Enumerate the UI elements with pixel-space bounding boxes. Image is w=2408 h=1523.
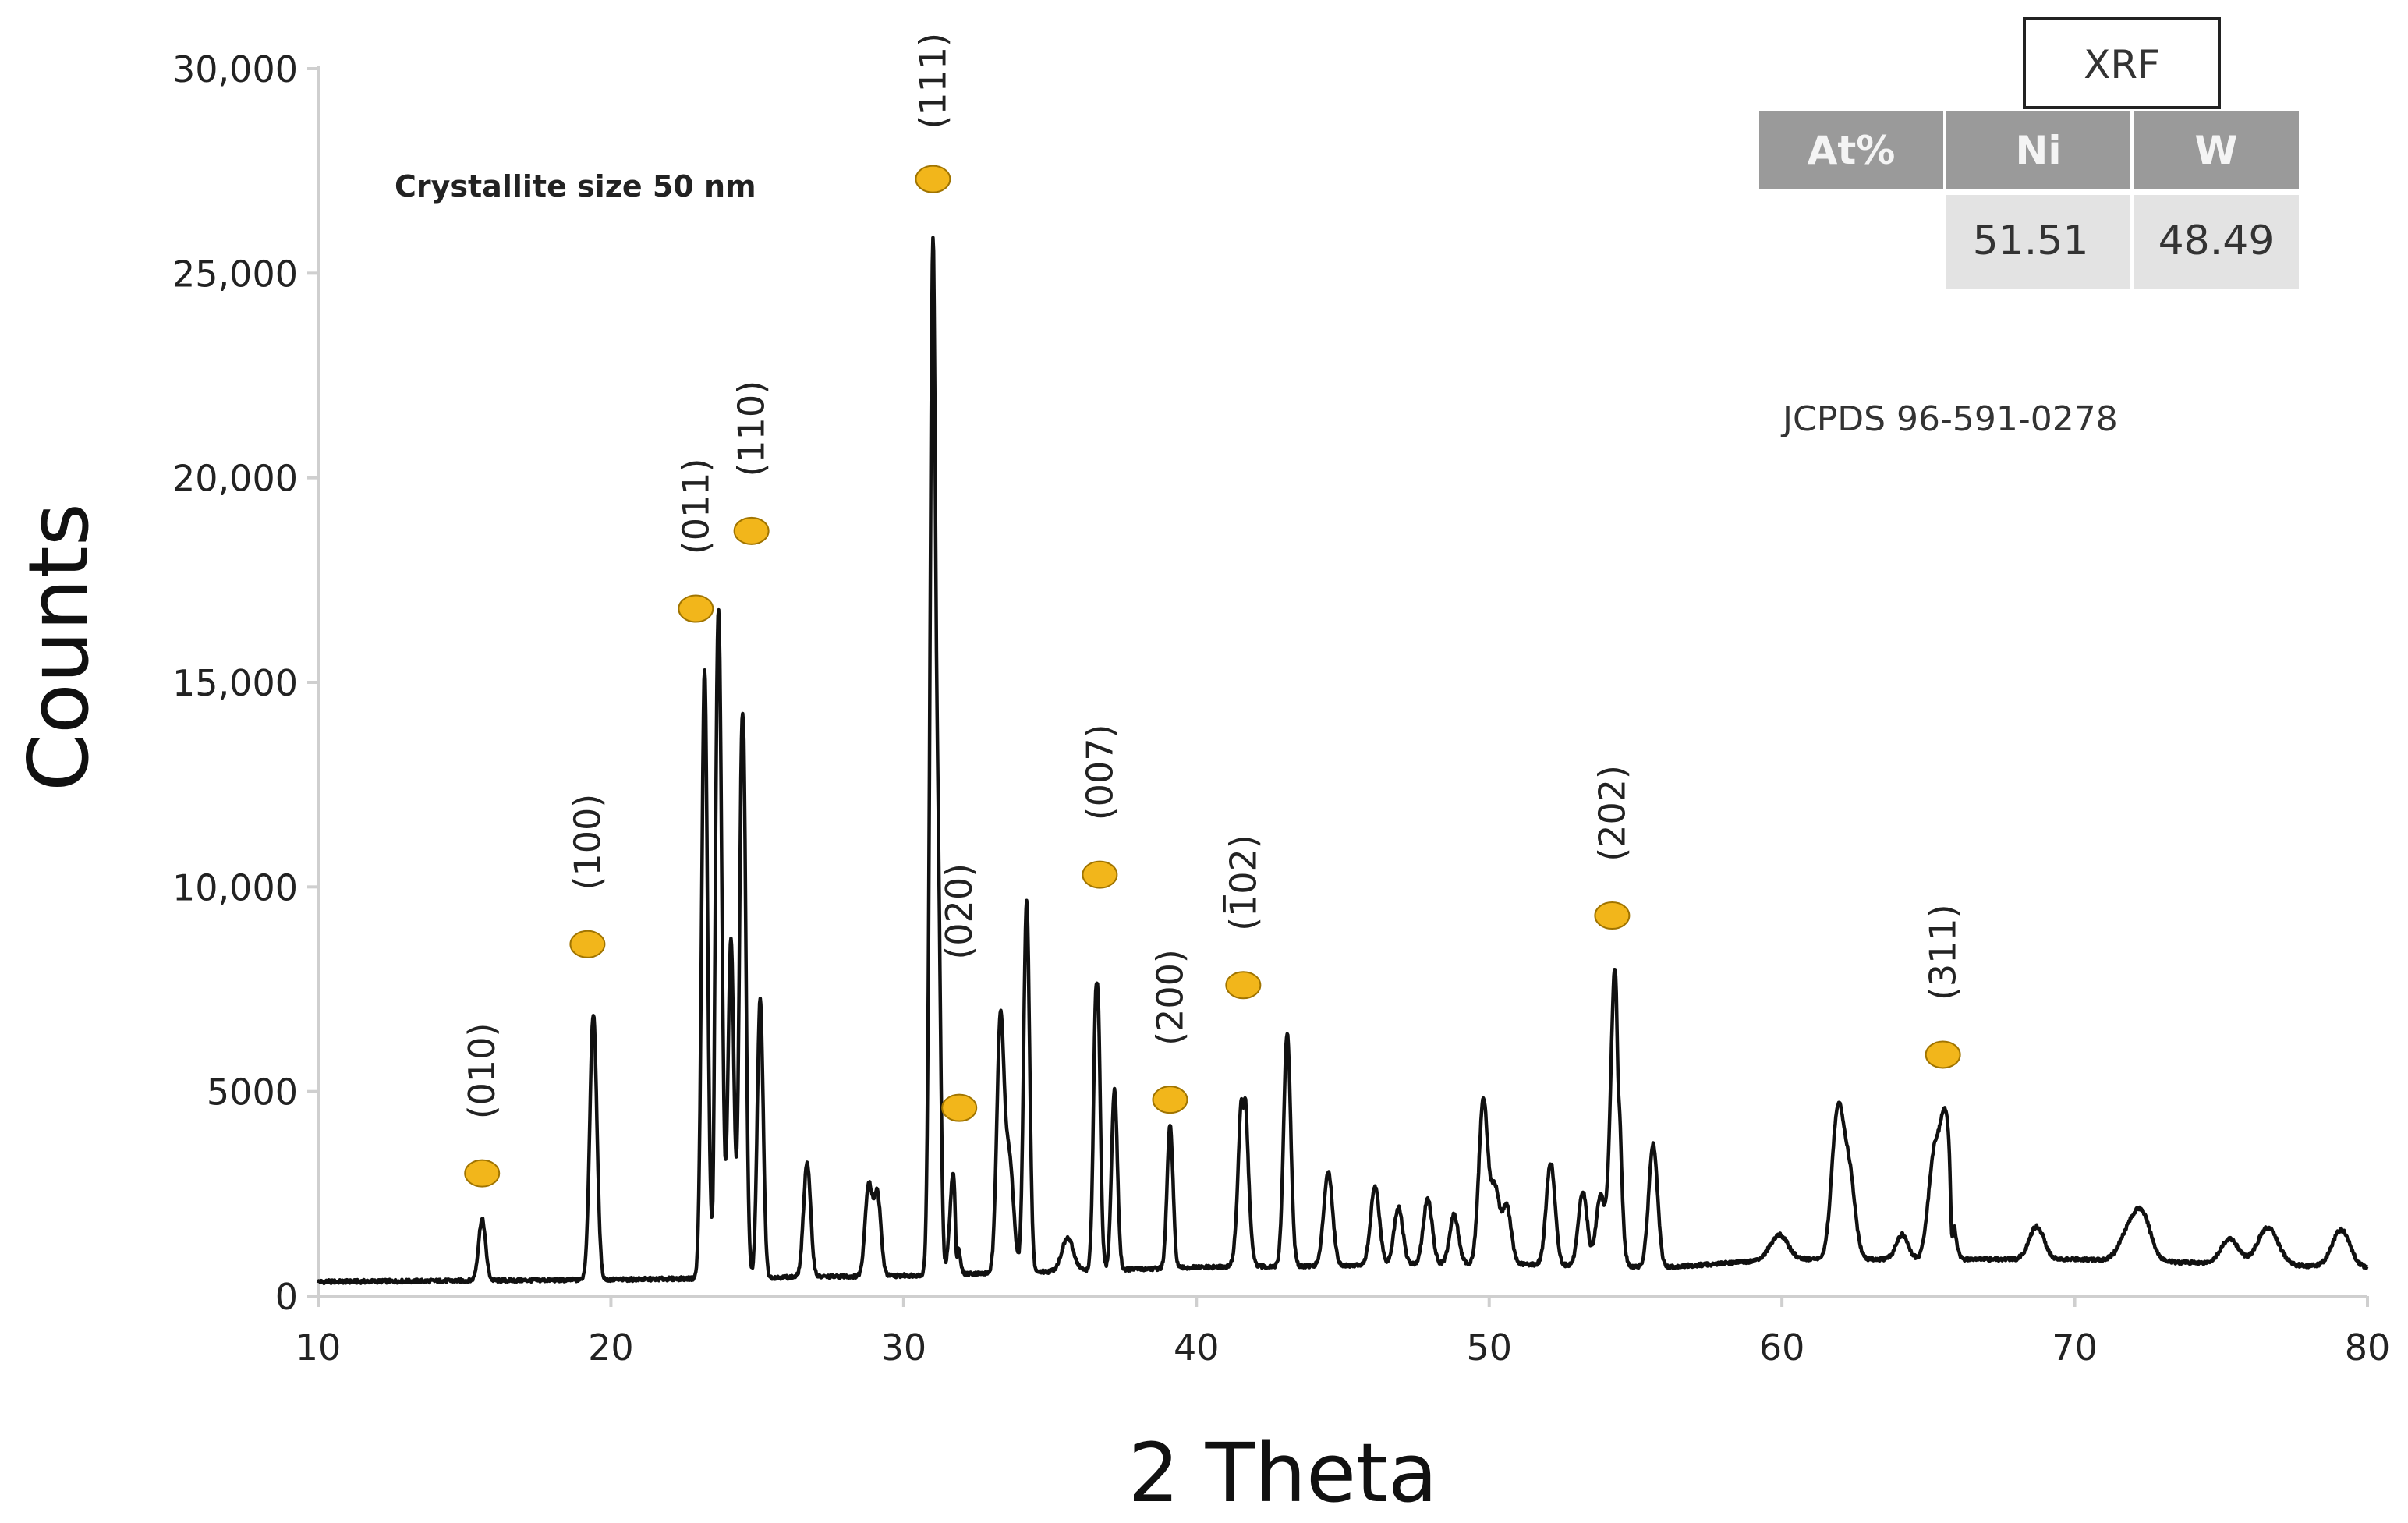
peak-label: (202)	[1591, 765, 1633, 862]
table-cell-w	[2134, 195, 2299, 289]
x-tick-label: 40	[1174, 1326, 1220, 1369]
table-header-ni-label: Ni	[2016, 128, 2062, 173]
peak-marker	[569, 930, 606, 958]
jcpds-reference: JCPDS 96-591-0278	[1780, 399, 2118, 439]
peak-label: (011)	[675, 459, 717, 555]
table-cell-ni	[1946, 195, 2130, 289]
xrd-pattern-line	[316, 236, 2369, 1286]
peak-marker	[1225, 971, 1262, 1000]
peak-label: (100)	[566, 794, 608, 891]
x-tick-label: 60	[1759, 1326, 1805, 1369]
y-tick-label: 15,000	[172, 662, 298, 704]
table-header-w-label: W	[2194, 128, 2237, 173]
peak-label: (010)	[461, 1023, 503, 1120]
x-tick-label: 50	[1466, 1326, 1512, 1369]
y-tick-label: 20,000	[172, 458, 298, 500]
table-header-at-label: At%	[1808, 128, 1896, 173]
xrf-table: XRF At% Ni W 51.51 48.49	[1759, 17, 2299, 289]
peak-marker	[464, 1159, 501, 1188]
x-tick-label: 30	[881, 1326, 927, 1369]
peak-marker	[1925, 1040, 1961, 1069]
peak-marker	[1152, 1086, 1188, 1114]
crystallite-size-note: Crystallite size 50 nm	[395, 169, 756, 204]
x-axis-title: 2 Theta	[1128, 1426, 1437, 1521]
table-header-at	[1759, 111, 1943, 189]
peak-marker	[1594, 901, 1631, 930]
peak-label: (007)	[1078, 724, 1121, 821]
peak-label: (200)	[1149, 949, 1191, 1046]
peak-marker	[733, 516, 770, 545]
peak-marker	[941, 1093, 978, 1122]
x-tick-label: 20	[588, 1326, 634, 1369]
xrf-title-box	[2023, 17, 2221, 109]
y-tick-label: 5000	[207, 1071, 298, 1114]
peak-label: (311)	[1922, 904, 1964, 1001]
y-axis-title: Counts	[11, 503, 107, 792]
x-tick-label: 70	[2052, 1326, 2098, 1369]
y-tick-label: 25,000	[172, 253, 298, 295]
x-tick-label: 80	[2345, 1326, 2391, 1369]
y-tick-label: 0	[275, 1276, 298, 1318]
peak-marker	[678, 594, 714, 623]
axes-layer: 0 5000 10,000 15,000 20,000 25,000 30,000 10 20 3…	[172, 48, 2390, 1369]
y-tick-label: 10,000	[172, 866, 298, 908]
table-cell-w-value: 48.49	[2158, 218, 2275, 264]
peak-label: (110)	[731, 381, 773, 477]
x-tick-label: 10	[296, 1326, 342, 1369]
data-layer	[316, 236, 2369, 1286]
table-header-ni	[1946, 111, 2130, 189]
peak-label: (020)	[938, 863, 980, 960]
xrf-title: XRF	[2084, 42, 2160, 87]
peak-label: (102)	[1222, 834, 1264, 931]
table-header-w	[2134, 111, 2299, 189]
y-tick-label: 30,000	[172, 48, 298, 90]
peak-marker	[1082, 860, 1118, 889]
table-cell-ni-value: 51.51	[1973, 218, 2089, 264]
annotations-layer: (010) (100) (011) (110) (111) (020) (007) (200)…	[461, 33, 1964, 1188]
peak-marker	[915, 165, 951, 193]
peak-label: (111)	[912, 33, 954, 129]
